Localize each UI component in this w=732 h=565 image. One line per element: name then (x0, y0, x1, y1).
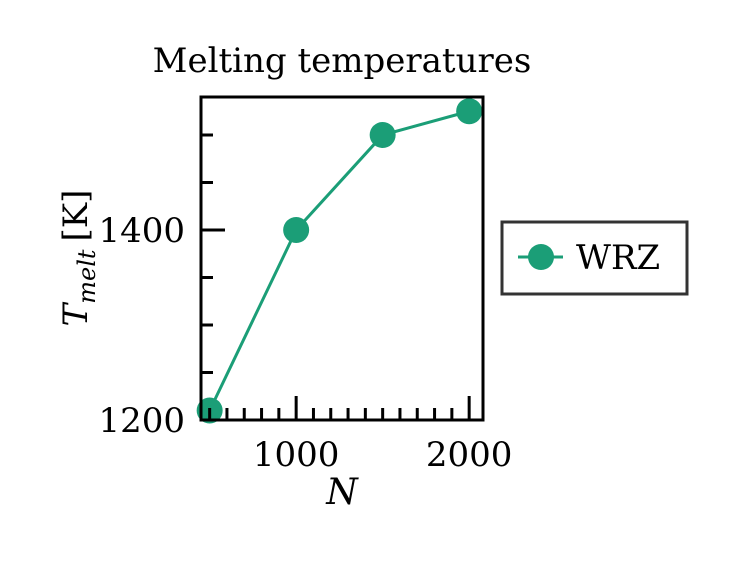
series-line-wrz (208, 109, 470, 412)
x-axis-label: N (325, 472, 359, 513)
data-point-wrz (456, 98, 483, 125)
legend-label-wrz: WRZ (576, 238, 660, 278)
chart-title: Melting temperatures (153, 41, 532, 81)
x-tick-label: 2000 (426, 435, 513, 475)
y-tick-label: 1200 (98, 401, 185, 441)
data-point-wrz (369, 122, 396, 148)
plot-frame (199, 95, 485, 422)
legend-marker-wrz (528, 244, 554, 270)
y-axis-label-subscript: melt (73, 249, 101, 304)
y-axis-label: Tmelt [K] (56, 190, 101, 327)
x-tick-label: 1000 (253, 435, 340, 475)
plot-area: 1000 2000 1200 1400 (98, 95, 513, 475)
y-axis-label-unit: [K] (56, 190, 96, 242)
legend: WRZ (500, 220, 689, 296)
y-tick-label: 1400 (98, 211, 185, 251)
data-point-wrz (283, 217, 310, 243)
y-axis-label-symbol: T (56, 301, 96, 326)
